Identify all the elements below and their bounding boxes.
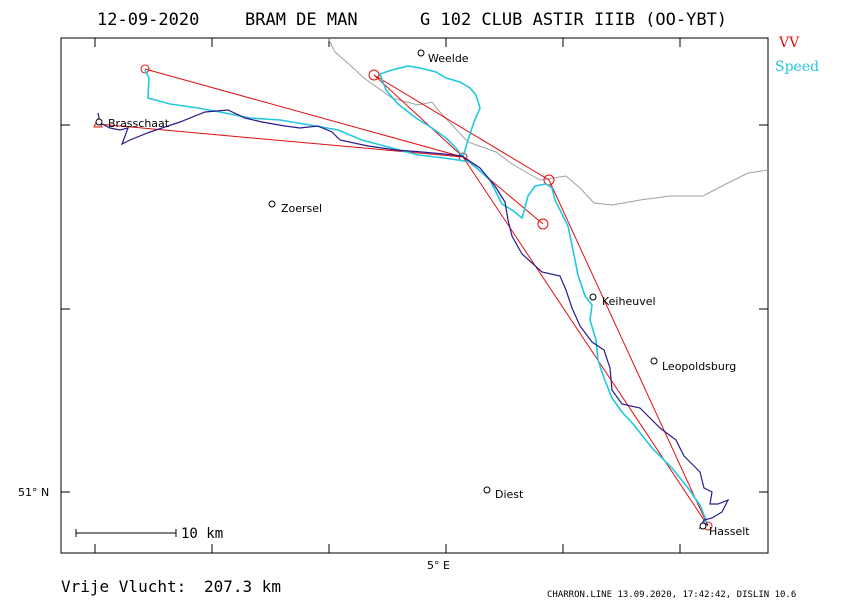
turnpoint-marker — [140, 64, 150, 74]
distance-value: 207.3 km — [204, 577, 281, 596]
turnpoint-marker — [537, 218, 549, 230]
scale-bar-label: 10 km — [181, 526, 223, 542]
latitude-label: 51° N — [18, 486, 49, 499]
distance-label: Vrije Vlucht: — [61, 577, 186, 596]
town-dot — [589, 293, 597, 301]
footer-info: CHARRON.LINE 13.09.2020, 17:42:42, DISLI… — [547, 590, 796, 600]
legend-speed: Speed — [775, 59, 819, 75]
glider-name: G 102 CLUB ASTIR IIIB (OO-YBT) — [420, 10, 727, 30]
town-label-diest: Diest — [495, 488, 524, 501]
town-label-zoersel: Zoersel — [281, 202, 322, 215]
town-label-hasselt: Hasselt — [709, 525, 750, 538]
town-dot — [417, 49, 425, 57]
turnpoint-marker — [543, 174, 555, 186]
town-label-weelde: Weelde — [428, 52, 469, 65]
town-label-leopoldsburg: Leopoldsburg — [662, 360, 736, 373]
town-dot — [95, 118, 103, 126]
turnpoint-marker — [368, 69, 380, 81]
pilot-name: BRAM DE MAN — [245, 10, 358, 30]
map-frame — [60, 37, 769, 554]
town-dot — [268, 200, 276, 208]
town-label-brasschaat: Brasschaat — [108, 117, 170, 130]
legend-vv: VV — [778, 35, 800, 51]
town-markers — [95, 49, 707, 530]
longitude-label: 5° E — [427, 559, 450, 572]
town-dot — [483, 486, 491, 494]
town-dot — [699, 522, 707, 530]
town-dot — [650, 357, 658, 365]
scale-bar — [75, 529, 177, 537]
country-border — [327, 37, 769, 206]
town-label-keiheuvel: Keiheuvel — [602, 295, 656, 308]
flight-date: 12-09-2020 — [97, 10, 199, 30]
vario-track — [97, 109, 730, 530]
speed-track — [144, 69, 707, 529]
axis-ticks — [61, 38, 768, 553]
speed-track — [378, 65, 481, 158]
